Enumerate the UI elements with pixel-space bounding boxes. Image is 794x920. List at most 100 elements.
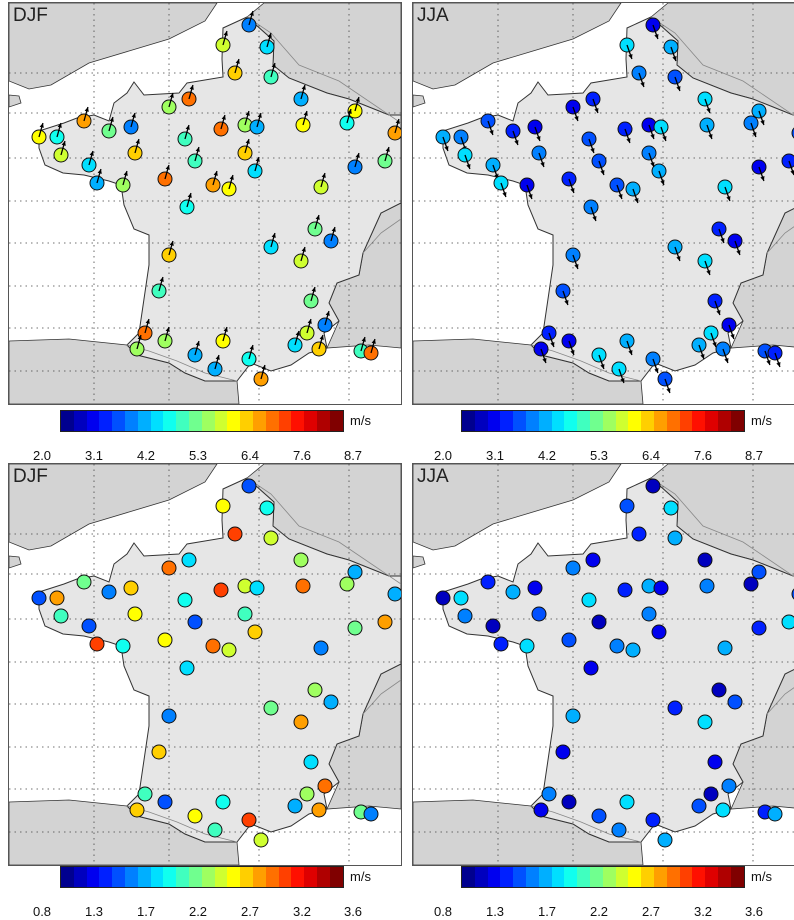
wind-arrowhead (666, 388, 671, 393)
colorbar-swatch (615, 411, 629, 431)
wind-arrowhead (39, 123, 44, 128)
colorbar-tick: 7.6 (292, 448, 312, 463)
wind-arrowhead (169, 93, 174, 98)
station-marker (541, 786, 557, 802)
station-marker (295, 578, 311, 594)
colorbar-tick: 1.7 (136, 904, 156, 919)
wind-arrowhead (724, 358, 729, 363)
colorbar-swatch (589, 411, 603, 431)
colorbar-swatch (730, 867, 744, 887)
station-marker (485, 618, 501, 634)
colorbar-tick: 8.7 (343, 448, 363, 463)
wind-arrowhead (574, 264, 579, 269)
wind-arrowhead (650, 162, 655, 167)
station-marker (127, 606, 143, 622)
station-marker (625, 642, 641, 658)
wind-arrowhead (185, 125, 190, 130)
wind-arrowhead (249, 345, 254, 350)
wind-arrowhead (706, 108, 711, 113)
colorbar-swatch (538, 411, 552, 431)
wind-arrowhead (706, 270, 711, 275)
france-land (442, 16, 794, 382)
wind-arrowhead (766, 360, 771, 365)
station-marker (157, 794, 173, 810)
colorbar-swatch (487, 411, 501, 431)
colorbar-swatch (551, 411, 565, 431)
station-marker (657, 832, 673, 848)
station-marker (645, 478, 661, 494)
colorbar-swatch (628, 867, 642, 887)
wind-arrowhead (355, 97, 360, 102)
wind-arrowhead (361, 337, 366, 342)
colorbar-swatch (252, 867, 266, 887)
colorbar-swatch (163, 867, 177, 887)
wind-arrowhead (628, 350, 633, 355)
station-marker (339, 576, 355, 592)
station-marker (555, 744, 571, 760)
colorbar-tick: 2.0 (32, 448, 52, 463)
station-marker (317, 778, 333, 794)
neighbour-land (9, 464, 218, 551)
colorbar-swatch (150, 411, 164, 431)
map-svg-djf-mean (9, 3, 401, 404)
colorbar-swatch (265, 411, 279, 431)
colorbar-tick: 8.7 (744, 448, 764, 463)
neighbour-land (413, 94, 426, 108)
station-marker (31, 590, 47, 606)
wind-arrowhead (165, 165, 170, 170)
station-marker (691, 798, 707, 814)
colorbar-swatch (602, 867, 616, 887)
station-marker (717, 640, 733, 656)
station-marker (293, 714, 309, 730)
colorbar-swatch (73, 411, 87, 431)
station-marker (387, 125, 401, 141)
station-marker (215, 794, 231, 810)
station-marker (697, 552, 713, 568)
station-marker (561, 632, 577, 648)
station-marker (303, 754, 319, 770)
colorbar-unit: m/s (751, 869, 772, 884)
colorbar-swatch (188, 867, 202, 887)
colorbar-swatch (214, 867, 228, 887)
station-marker (591, 808, 607, 824)
colorbar-swatch (564, 867, 578, 887)
wind-arrowhead (123, 171, 128, 176)
colorbar-swatch (291, 867, 305, 887)
colorbar-swatches (60, 866, 344, 888)
wind-arrowhead (726, 196, 731, 201)
colorbar-swatch (240, 411, 253, 431)
france-land (38, 16, 401, 382)
wind-arrowhead (594, 108, 599, 113)
map-panel-djf-mean: DJF (8, 2, 402, 405)
station-marker (307, 682, 323, 698)
station-marker (711, 682, 727, 698)
country-border (362, 218, 401, 254)
colorbar-swatch (137, 867, 151, 887)
station-marker (241, 478, 257, 494)
colorbar-swatch (176, 411, 189, 431)
wind-arrowhead (634, 198, 639, 203)
wind-arrowhead (301, 85, 306, 90)
colorbar-swatches (461, 410, 745, 432)
station-marker (651, 624, 667, 640)
wind-arrowhead (295, 331, 300, 336)
colorbar-tick: 0.8 (433, 904, 453, 919)
colorbar-swatch (137, 411, 151, 431)
station-marker (241, 812, 257, 828)
france-land (38, 477, 401, 843)
wind-arrowhead (712, 342, 717, 347)
colorbar-tick: 1.3 (485, 904, 505, 919)
station-marker (311, 802, 327, 818)
wind-arrowhead (640, 82, 645, 87)
wind-arrowhead (574, 116, 579, 121)
wind-arrowhead (570, 188, 575, 193)
wind-arrowhead (371, 339, 376, 344)
colorbar-tick: 5.3 (589, 448, 609, 463)
wind-arrowhead (590, 148, 595, 153)
station-marker (527, 580, 543, 596)
station-marker (591, 614, 607, 630)
neighbour-land (413, 464, 622, 551)
wind-arrowhead (790, 170, 794, 175)
station-marker (53, 608, 69, 624)
station-marker (667, 530, 683, 546)
